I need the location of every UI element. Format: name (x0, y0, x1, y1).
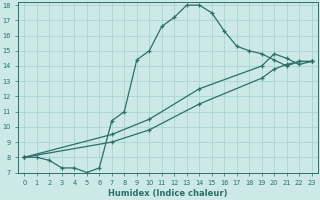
X-axis label: Humidex (Indice chaleur): Humidex (Indice chaleur) (108, 189, 228, 198)
